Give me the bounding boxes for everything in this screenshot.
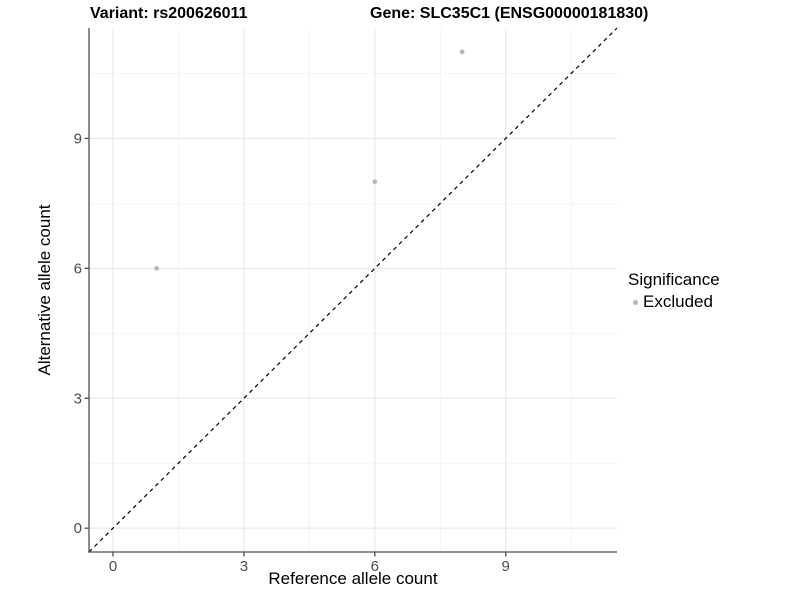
data-point [372,179,378,185]
x-tick-label: 6 [371,558,379,575]
plot-title-gene: Gene: SLC35C1 (ENSG00000181830) [370,5,649,22]
plot-title-variant: Variant: rs200626011 [90,5,248,22]
y-tick-label: 0 [74,520,82,537]
x-tick-label: 0 [109,558,117,575]
legend-item-label: Excluded [643,292,713,311]
x-axis-title: Reference allele count [268,569,438,588]
legend-title: Significance [628,270,720,289]
y-tick-label: 3 [74,390,82,407]
identity-reference-line [88,27,618,553]
data-point [154,265,160,271]
x-tick-label: 3 [240,558,248,575]
legend-point-icon [633,299,638,305]
y-tick-label: 9 [74,130,82,147]
y-tick-label: 6 [74,260,82,277]
data-point [459,49,465,55]
x-tick-label: 9 [502,558,510,575]
legend: Significance Excluded [628,270,720,312]
legend-item-excluded: Excluded [633,292,720,312]
